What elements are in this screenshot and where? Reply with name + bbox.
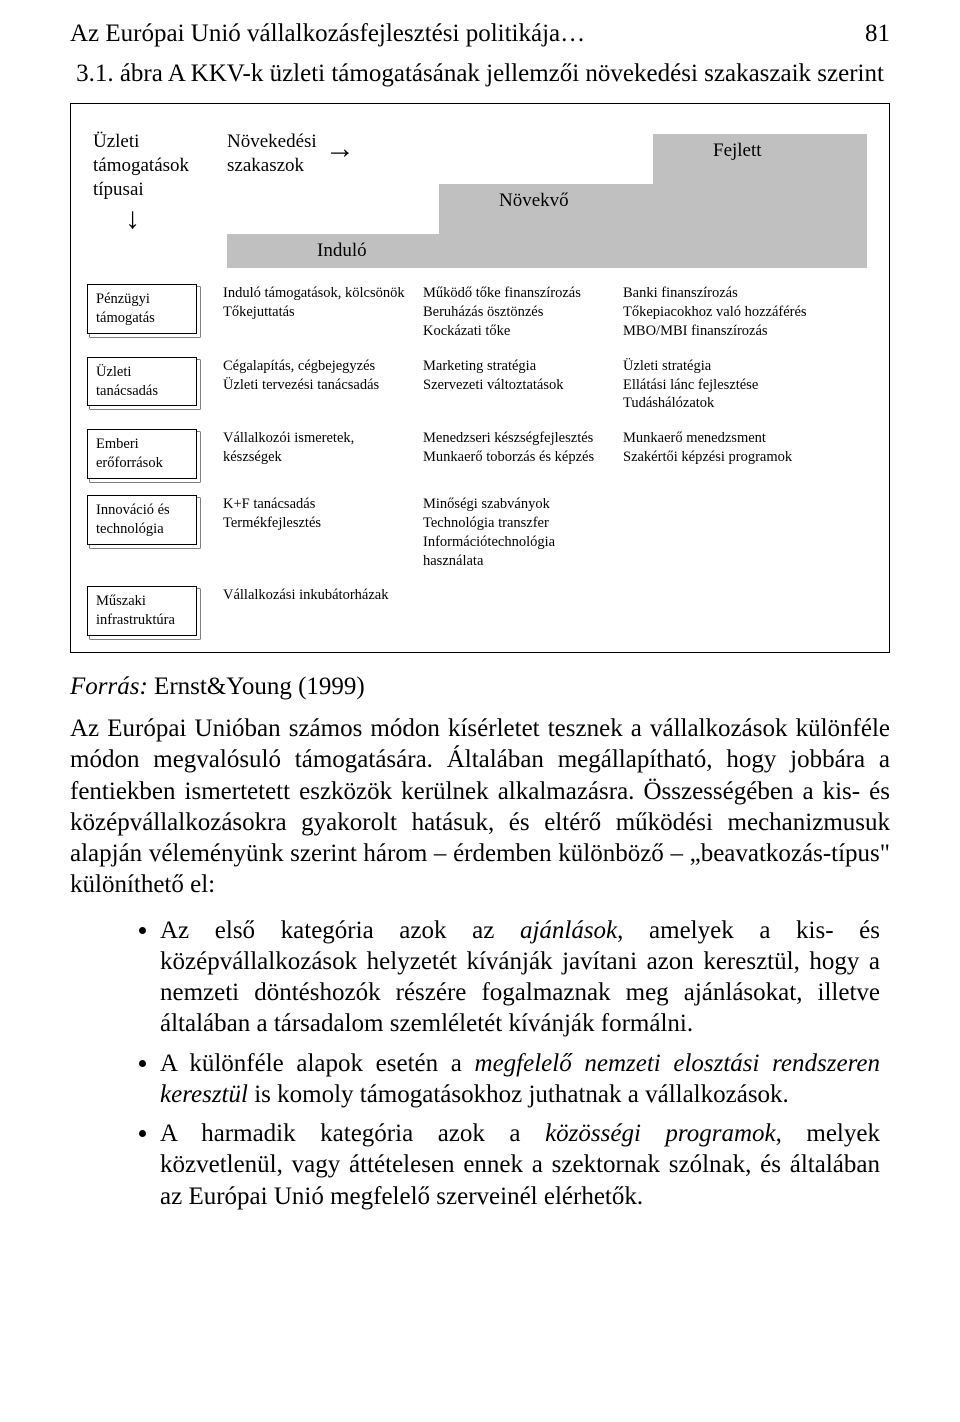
row-label-wrap: Üzletitanácsadás <box>87 357 215 407</box>
running-title: Az Európai Unió vállalkozásfejlesztési p… <box>70 20 585 48</box>
cell: Vállalkozási inkubátorházak <box>215 586 415 605</box>
stair-step-3-label: Fejlett <box>713 140 762 161</box>
bullet-emphasis: ajánlások <box>520 917 617 944</box>
running-header: Az Európai Unió vállalkozásfejlesztési p… <box>70 20 890 48</box>
row-label-wrap: Innováció éstechnológia <box>87 495 215 545</box>
stair-step-1: Induló <box>227 234 439 268</box>
types-label-line2: támogatások <box>93 155 189 176</box>
figure-source: Forrás: Ernst&Young (1999) <box>70 673 890 701</box>
row-label-wrap: Emberierőforrások <box>87 429 215 479</box>
bullet-emphasis: megfelelő nemzeti elosztási rendszeren k… <box>160 1050 880 1108</box>
table-row: Műszakiinfrastruktúra Vállalkozási inkubá… <box>87 586 873 636</box>
types-label: Üzleti támogatások típusai <box>93 130 189 201</box>
row-label: Innováció éstechnológia <box>87 495 197 545</box>
bullet-list: Az első kategória azok az ajánlások, ame… <box>70 915 890 1212</box>
table-row: Emberierőforrások Vállalkozói ismeretek, … <box>87 429 873 479</box>
stair-step-3: Fejlett <box>653 134 867 268</box>
source-text: Ernst&Young (1999) <box>148 673 365 700</box>
cell: Banki finanszírozásTőkepiacokhoz való ho… <box>615 284 835 341</box>
table-row: Innováció éstechnológia K+F tanácsadásTer… <box>87 495 873 570</box>
figure-top-panel: Üzleti támogatások típusai Növekedési sz… <box>87 118 873 268</box>
row-label-wrap: Műszakiinfrastruktúra <box>87 586 215 636</box>
source-label: Forrás: <box>70 673 148 700</box>
growth-stairs: Induló Növekvő Fejlett <box>227 118 867 268</box>
types-label-line1: Üzleti <box>93 131 139 152</box>
bullet-item: Az első kategória azok az ajánlások, ame… <box>160 915 880 1040</box>
cell: Menedzseri készségfejlesztésMunkaerő tob… <box>415 429 615 467</box>
bullet-item: A különféle alapok esetén a megfelelő ne… <box>160 1048 880 1111</box>
bullet-emphasis: közösségi programok <box>545 1120 776 1147</box>
row-label: Műszakiinfrastruktúra <box>87 586 197 636</box>
cell: Működő tőke finanszírozásBeruházás ösztö… <box>415 284 615 341</box>
body-paragraph: Az Európai Unióban számos módon kísérlet… <box>70 713 890 901</box>
row-label: Pénzügyitámogatás <box>87 284 197 334</box>
cell: Üzleti stratégiaEllátási lánc fejlesztés… <box>615 357 835 414</box>
cell: Vállalkozói ismeretek, készségek <box>215 429 415 467</box>
table-row: Pénzügyitámogatás Induló támogatások, köl… <box>87 284 873 341</box>
cell: Cégalapítás, cégbejegyzésÜzleti tervezés… <box>215 357 415 395</box>
row-label: Üzletitanácsadás <box>87 357 197 407</box>
page-number: 81 <box>865 20 890 48</box>
cell: Minőségi szabványokTechnológia transzfer… <box>415 495 615 570</box>
cell: Munkaerő menedzsmentSzakértői képzési pr… <box>615 429 835 467</box>
stair-step-2-label: Növekvő <box>499 190 569 211</box>
figure-frame: Üzleti támogatások típusai Növekedési sz… <box>70 103 890 653</box>
types-label-line3: típusai <box>93 179 144 200</box>
table-row: Üzletitanácsadás Cégalapítás, cégbejegyzé… <box>87 357 873 414</box>
stair-step-1-label: Induló <box>317 240 367 261</box>
stair-step-2: Növekvő <box>439 184 653 268</box>
figure-rows: Pénzügyitámogatás Induló támogatások, köl… <box>87 284 873 636</box>
bullet-item: A harmadik kategória azok a közösségi pr… <box>160 1118 880 1212</box>
page: Az Európai Unió vállalkozásfejlesztési p… <box>0 0 960 1260</box>
cell: Marketing stratégiaSzervezeti változtatá… <box>415 357 615 395</box>
arrow-down-icon: ↓ <box>125 204 140 234</box>
row-label: Emberierőforrások <box>87 429 197 479</box>
row-label-wrap: Pénzügyitámogatás <box>87 284 215 334</box>
cell: K+F tanácsadásTermékfejlesztés <box>215 495 415 533</box>
cell: Induló támogatások, kölcsönökTőkejuttatá… <box>215 284 415 322</box>
figure-caption: 3.1. ábra A KKV-k üzleti támogatásának j… <box>70 58 890 89</box>
